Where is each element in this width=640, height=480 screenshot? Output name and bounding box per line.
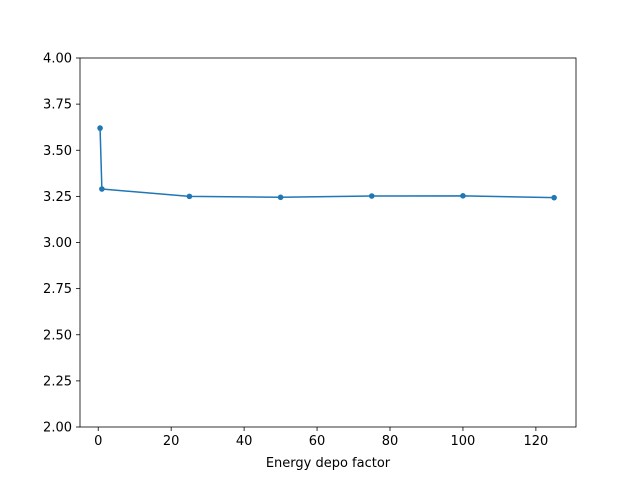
x-tick-label: 80 xyxy=(382,434,399,449)
data-point xyxy=(277,194,284,201)
y-tick-label: 3.50 xyxy=(43,144,72,159)
x-tick-label: 60 xyxy=(309,434,326,449)
x-tick-label: 0 xyxy=(94,434,102,449)
data-point xyxy=(368,193,375,199)
y-axis: 2.00 2.25 2.50 2.75 3.00 3.25 3.50 3.75 4.00 xyxy=(43,52,80,436)
x-tick-label: 40 xyxy=(236,434,253,449)
y-tick-label: 2.75 xyxy=(43,282,72,297)
y-tick-label: 3.25 xyxy=(43,190,72,205)
x-tick-label: 100 xyxy=(451,434,476,449)
x-tick-label: 120 xyxy=(523,434,548,449)
data-point xyxy=(551,194,557,201)
y-tick-label: 3.00 xyxy=(43,236,72,251)
x-axis-label: Energy depo factor xyxy=(266,456,391,471)
y-tick-label: 2.00 xyxy=(43,421,72,436)
data-point xyxy=(460,193,466,199)
data-point xyxy=(97,125,103,131)
x-tick-label: 20 xyxy=(163,434,180,449)
y-tick-label: 4.00 xyxy=(43,52,72,67)
y-tick-label: 2.25 xyxy=(43,374,72,389)
data-point xyxy=(99,186,105,192)
x-axis: 0 20 40 60 80 100 120 xyxy=(94,427,548,449)
y-tick-label: 3.75 xyxy=(43,98,72,113)
y-tick-label: 2.50 xyxy=(43,328,72,343)
data-point xyxy=(186,193,193,200)
